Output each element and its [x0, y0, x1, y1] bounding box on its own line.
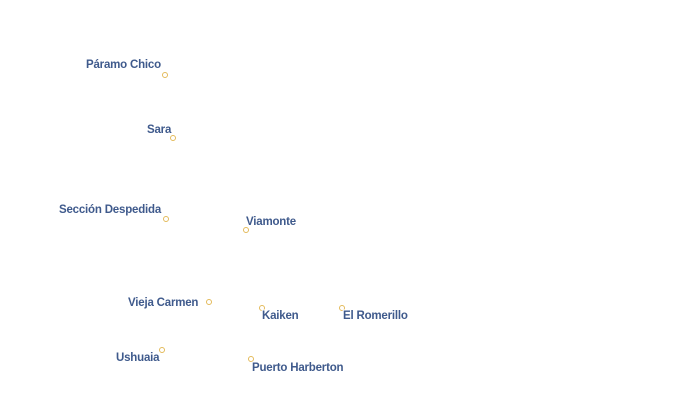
place-label-sara[interactable]: Sara	[147, 124, 172, 136]
place-label-paramo-chico[interactable]: Páramo Chico	[86, 59, 161, 71]
place-marker-seccion-despedida[interactable]	[163, 216, 169, 222]
place-marker-el-romerillo[interactable]	[339, 305, 345, 311]
place-label-viamonte[interactable]: Viamonte	[246, 216, 296, 228]
place-marker-ushuaia[interactable]	[159, 347, 165, 353]
place-marker-sara[interactable]	[170, 135, 176, 141]
place-marker-viamonte[interactable]	[243, 227, 249, 233]
place-label-ushuaia[interactable]: Ushuaia	[116, 352, 160, 364]
place-label-seccion-despedida[interactable]: Sección Despedida	[59, 204, 162, 216]
place-marker-vieja-carmen[interactable]	[206, 299, 212, 305]
place-label-vieja-carmen[interactable]: Vieja Carmen	[128, 297, 199, 309]
place-marker-puerto-harberton[interactable]	[248, 356, 254, 362]
place-marker-kaiken[interactable]	[259, 305, 265, 311]
place-label-puerto-harberton[interactable]: Puerto Harberton	[252, 362, 344, 374]
place-label-kaiken[interactable]: Kaiken	[262, 310, 299, 322]
place-label-el-romerillo[interactable]: El Romerillo	[343, 310, 408, 322]
place-marker-paramo-chico[interactable]	[162, 72, 168, 78]
